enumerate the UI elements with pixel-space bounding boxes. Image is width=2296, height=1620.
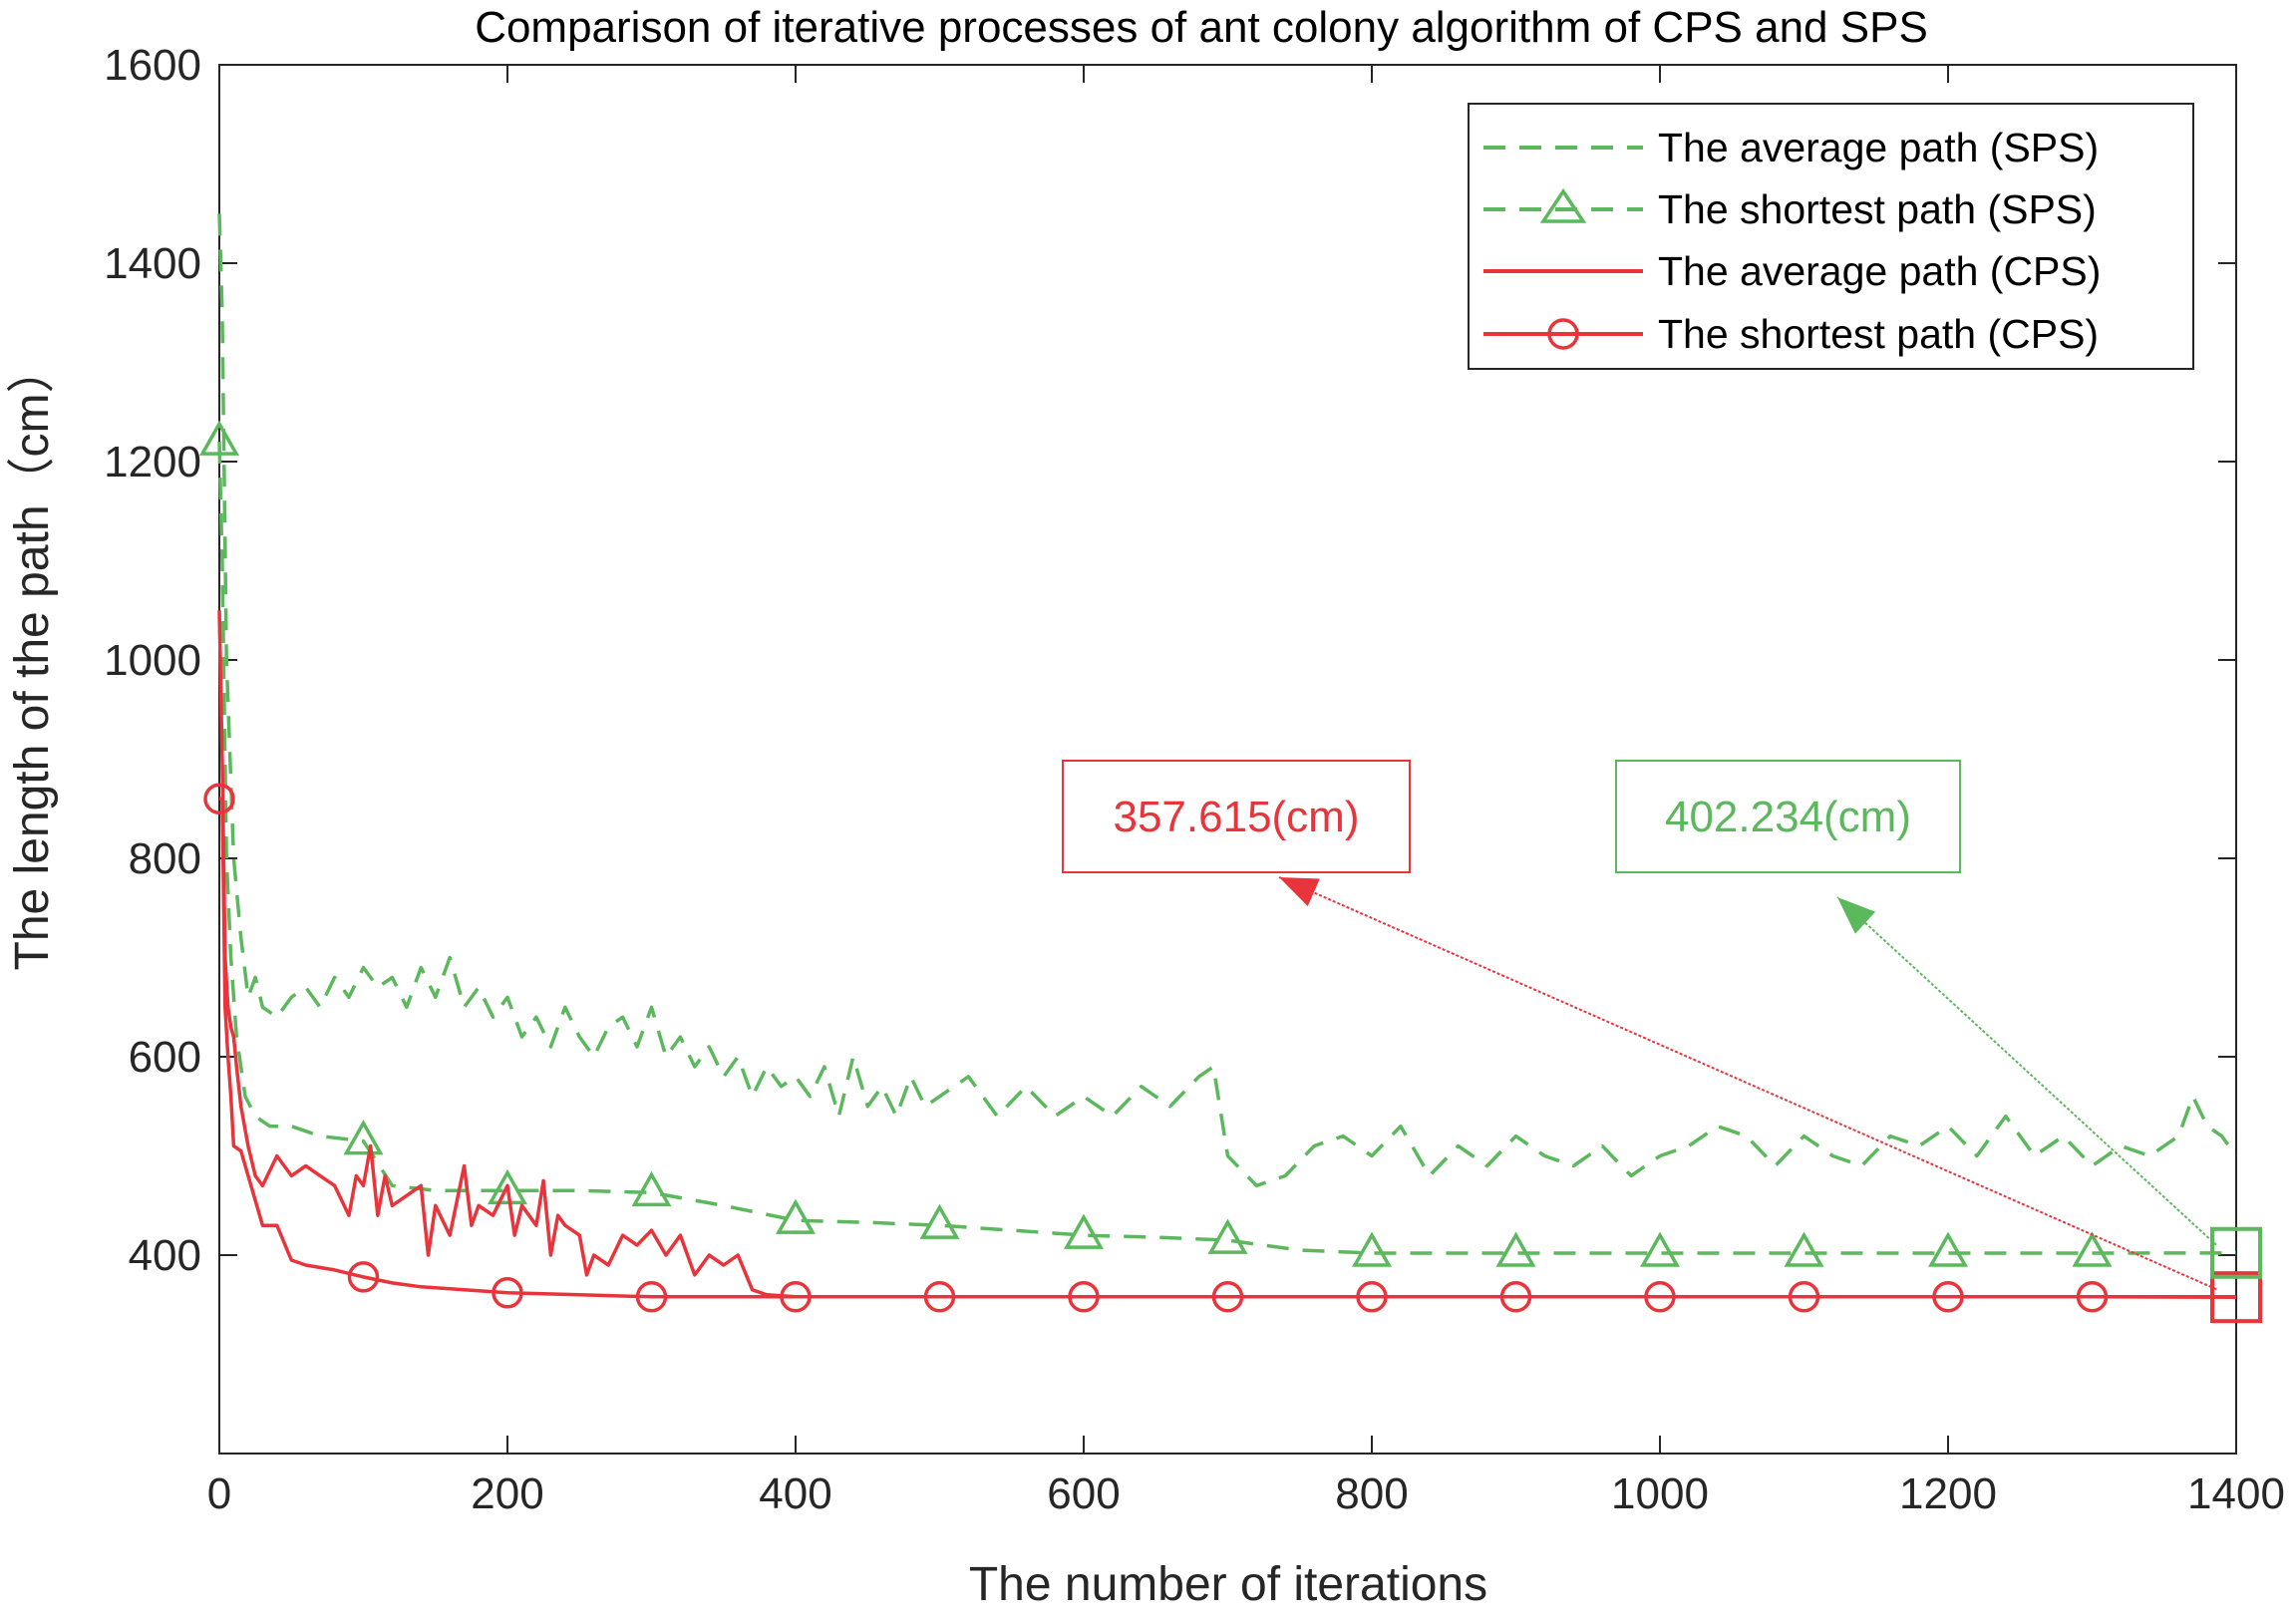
triangle-marker: [1784, 1231, 1824, 1267]
y-tick-label: 1600: [104, 41, 201, 90]
y-tick-label: 1400: [104, 239, 201, 288]
x-tick-label: 0: [207, 1469, 231, 1518]
x-tick-label: 400: [759, 1469, 831, 1518]
circle-marker: [635, 1281, 668, 1313]
circle-marker: [1788, 1281, 1820, 1313]
circle-marker: [203, 783, 235, 815]
circle-marker: [1644, 1281, 1676, 1313]
circle-marker: [2076, 1281, 2109, 1313]
triangle-marker: [1207, 1218, 1248, 1254]
circle-marker: [1068, 1281, 1100, 1313]
circle-marker: [492, 1277, 523, 1309]
y-tick-label: 400: [129, 1231, 201, 1280]
legend: The average path (SPS) The shortest path…: [1468, 103, 2194, 370]
legend-marker-triangle: [1539, 187, 1587, 223]
circle-marker: [780, 1281, 812, 1313]
legend-entry-sps-shortest: The shortest path (SPS): [1483, 186, 2097, 232]
annotation-arrow-line: [1278, 876, 2217, 1291]
series-line: [217, 442, 2237, 1255]
x-axis-ticks: 0 200 400 600 800 1000 1200 1400: [207, 65, 2285, 1518]
series-the-average-path-cps: [217, 610, 2236, 1299]
annotation-arrow-head: [1279, 877, 1320, 907]
x-axis-label: The number of iterations: [969, 1558, 1487, 1611]
legend-marker-circle: [1547, 318, 1579, 350]
annotation-label: 402.234(cm): [1665, 793, 1911, 841]
triangle-marker: [198, 420, 240, 456]
annotation-layer: 357.615(cm) 402.234(cm): [1062, 760, 2262, 1324]
x-tick-label: 200: [471, 1469, 543, 1518]
triangle-marker: [1351, 1231, 1393, 1267]
triangle-marker: [919, 1203, 960, 1239]
y-tick-label: 1200: [104, 438, 201, 486]
circle-marker: [1932, 1281, 1964, 1313]
triangle-marker: [2072, 1231, 2113, 1267]
annotation-arrow-line: [1836, 896, 2217, 1246]
x-tick-label: 1200: [1899, 1469, 1997, 1518]
series-line: [219, 797, 2237, 1299]
annotation-sps: 402.234(cm): [1615, 760, 2262, 1279]
legend-label-cps-average: The average path (CPS): [1658, 248, 2101, 294]
x-tick-label: 600: [1047, 1469, 1120, 1518]
legend-label-sps-shortest: The shortest path (SPS): [1658, 186, 2097, 232]
legend-entry-cps-average: The average path (CPS): [1483, 248, 2101, 294]
chart-title: Comparison of iterative processes of ant…: [475, 3, 1928, 52]
y-axis-ticks: 400 600 800 1000 1200 1400 1600: [104, 41, 2236, 1280]
y-axis-label: The length of the path（cm）: [6, 345, 59, 970]
circle-marker: [347, 1261, 380, 1293]
annotation-box: [1062, 760, 1411, 873]
annotation-box: [1615, 760, 1961, 873]
annotation-cps: 357.615(cm): [1062, 760, 2262, 1324]
x-tick-label: 1000: [1611, 1469, 1709, 1518]
circle-marker: [1211, 1281, 1244, 1313]
series-the-shortest-path-cps: [203, 783, 2237, 1313]
legend-label-sps-average: The average path (SPS): [1658, 125, 2099, 170]
series-line: [217, 213, 2238, 1188]
series-the-average-path-sps: [217, 213, 2238, 1188]
triangle-marker: [1927, 1231, 1969, 1267]
triangle-marker: [775, 1198, 817, 1234]
x-tick-label: 800: [1335, 1469, 1408, 1518]
x-tick-label: 1400: [2187, 1469, 2285, 1518]
triangle-marker: [1639, 1231, 1681, 1267]
plot-frame: [218, 64, 2237, 1455]
triangle-marker: [487, 1168, 528, 1205]
triangle-marker: [343, 1120, 384, 1155]
y-tick-label: 1000: [104, 636, 201, 685]
legend-entry-sps-average: The average path (SPS): [1483, 125, 2099, 170]
series-layer: [198, 213, 2238, 1313]
legend-entry-cps-shortest: The shortest path (CPS): [1483, 311, 2099, 357]
series-line: [217, 610, 2236, 1299]
annotation-arrow-head: [1837, 897, 1876, 934]
y-tick-label: 800: [129, 834, 201, 883]
y-tick-label: 600: [129, 1033, 201, 1082]
triangle-marker: [1063, 1213, 1105, 1249]
triangle-marker: [631, 1170, 672, 1207]
circle-marker: [923, 1281, 956, 1313]
annotation-label: 357.615(cm): [1113, 793, 1359, 841]
triangle-marker: [1495, 1231, 1536, 1267]
plot-area: [218, 64, 2237, 1455]
series-the-shortest-path-sps: [198, 420, 2237, 1267]
endpoint-square-marker: [2210, 1226, 2262, 1279]
circle-marker: [1356, 1281, 1388, 1313]
legend-label-cps-shortest: The shortest path (CPS): [1658, 311, 2099, 357]
endpoint-square-marker: [2210, 1271, 2262, 1324]
legend-box: [1468, 103, 2194, 370]
circle-marker: [1499, 1281, 1532, 1313]
